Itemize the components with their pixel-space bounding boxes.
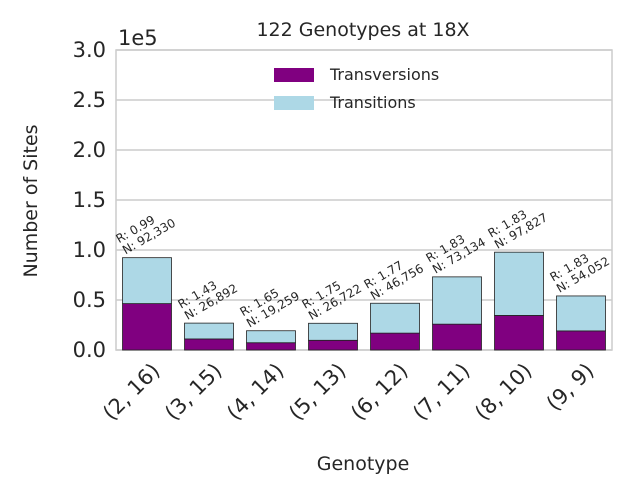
x-axis-label: Genotype <box>317 453 410 475</box>
bar-transversions <box>308 339 358 351</box>
bar-transversions <box>494 315 544 351</box>
x-tick-label: (8, 10) <box>470 359 536 425</box>
chart-title: 122 Genotypes at 18X <box>256 19 469 41</box>
y-tick-label: 0.5 <box>73 288 106 312</box>
bar-transitions <box>122 257 172 305</box>
x-tick-label: (4, 14) <box>222 359 288 425</box>
legend-swatch <box>274 68 314 82</box>
y-tick-label: 0.0 <box>73 338 106 362</box>
legend-swatch <box>274 96 314 110</box>
bar-transitions <box>184 322 234 340</box>
legend-label: Transversions <box>329 65 439 84</box>
bar-transitions <box>556 295 606 332</box>
x-tick-label: (2, 16) <box>98 359 164 425</box>
bar-transitions <box>494 251 544 316</box>
legend-label: Transitions <box>329 93 416 112</box>
bar-transversions <box>556 330 606 351</box>
y-tick-label: 1.5 <box>73 188 106 212</box>
bar-annotation: R: 1.65N: 19,259 <box>238 286 302 331</box>
x-tick-label: (6, 12) <box>346 359 412 425</box>
bar-annotation: R: 1.77N: 46,756 <box>362 258 426 303</box>
x-tick-label: (7, 11) <box>408 359 474 425</box>
y-tick-label: 1.0 <box>73 238 106 262</box>
x-tick-label: (5, 13) <box>284 359 350 425</box>
bar-transitions <box>246 330 296 344</box>
x-tick-label: (3, 15) <box>160 359 226 425</box>
y-axis-label: Number of Sites <box>20 124 42 277</box>
bar-transversions <box>370 332 420 351</box>
bar-transversions <box>432 323 482 351</box>
bar-transversions <box>122 303 172 351</box>
bar-annotation: R: 1.43N: 26,892 <box>176 278 240 323</box>
x-tick-label: (9, 9) <box>542 359 599 416</box>
bar-transversions <box>184 338 234 351</box>
y-tick-label: 2.0 <box>73 138 106 162</box>
y-tick-label: 2.5 <box>73 88 106 112</box>
bar-annotation: R: 1.83N: 73,134 <box>424 232 488 277</box>
bar-transversions <box>246 342 296 351</box>
bar-annotation: R: 1.75N: 26,722 <box>300 278 364 323</box>
bar-transitions <box>432 276 482 325</box>
bar-annotation: R: 1.83N: 97,827 <box>486 207 550 252</box>
y-offset-label: 1e5 <box>118 26 158 50</box>
y-tick-label: 3.0 <box>73 38 106 62</box>
bar-transitions <box>308 322 358 341</box>
bar-transitions <box>370 302 420 334</box>
